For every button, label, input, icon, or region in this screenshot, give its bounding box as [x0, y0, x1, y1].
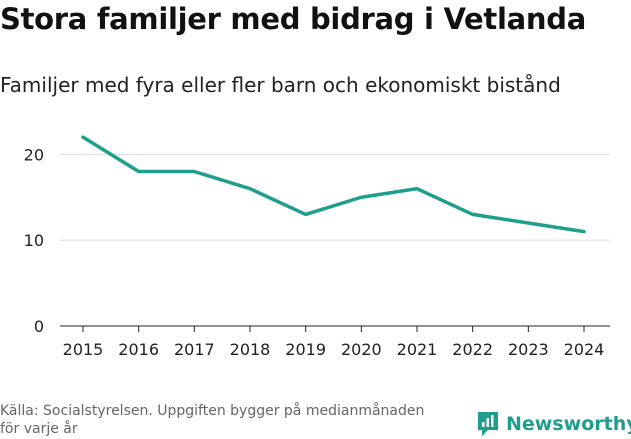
line-chart: 0 10 20 2015 2016 2017 2018 2019 2020 2021 2022 202…: [24, 135, 610, 359]
x-tick-label: 2022: [452, 340, 493, 359]
chart-title: Stora familjer med bidrag i Vetlanda: [0, 2, 586, 36]
x-tick-label: 2019: [285, 340, 326, 359]
x-tick-label: 2015: [63, 340, 104, 359]
x-tick-label: 2021: [397, 340, 438, 359]
source-note: Källa: Socialstyrelsen. Uppgiften bygger…: [0, 402, 480, 438]
source-line-1: Källa: Socialstyrelsen. Uppgiften bygger…: [0, 403, 425, 419]
series-line: [81, 135, 586, 234]
x-tick-label: 2020: [341, 340, 382, 359]
x-tick-label: 2017: [174, 340, 215, 359]
y-tick-label: 0: [34, 317, 44, 336]
y-tick-label: 10: [24, 231, 44, 250]
chart-subtitle: Familjer med fyra eller fler barn och ek…: [0, 73, 561, 97]
x-tick-label: 2023: [508, 340, 549, 359]
brand-logo: Newsworthy: [476, 409, 631, 439]
source-line-2: för varje år: [0, 421, 78, 437]
x-tick-label: 2016: [118, 340, 159, 359]
x-tick-label: 2018: [230, 340, 271, 359]
brand-name: Newsworthy: [506, 413, 631, 435]
x-tick-label: 2024: [564, 340, 605, 359]
newsworthy-logo-icon: [478, 412, 498, 436]
y-tick-label: 20: [24, 145, 44, 164]
